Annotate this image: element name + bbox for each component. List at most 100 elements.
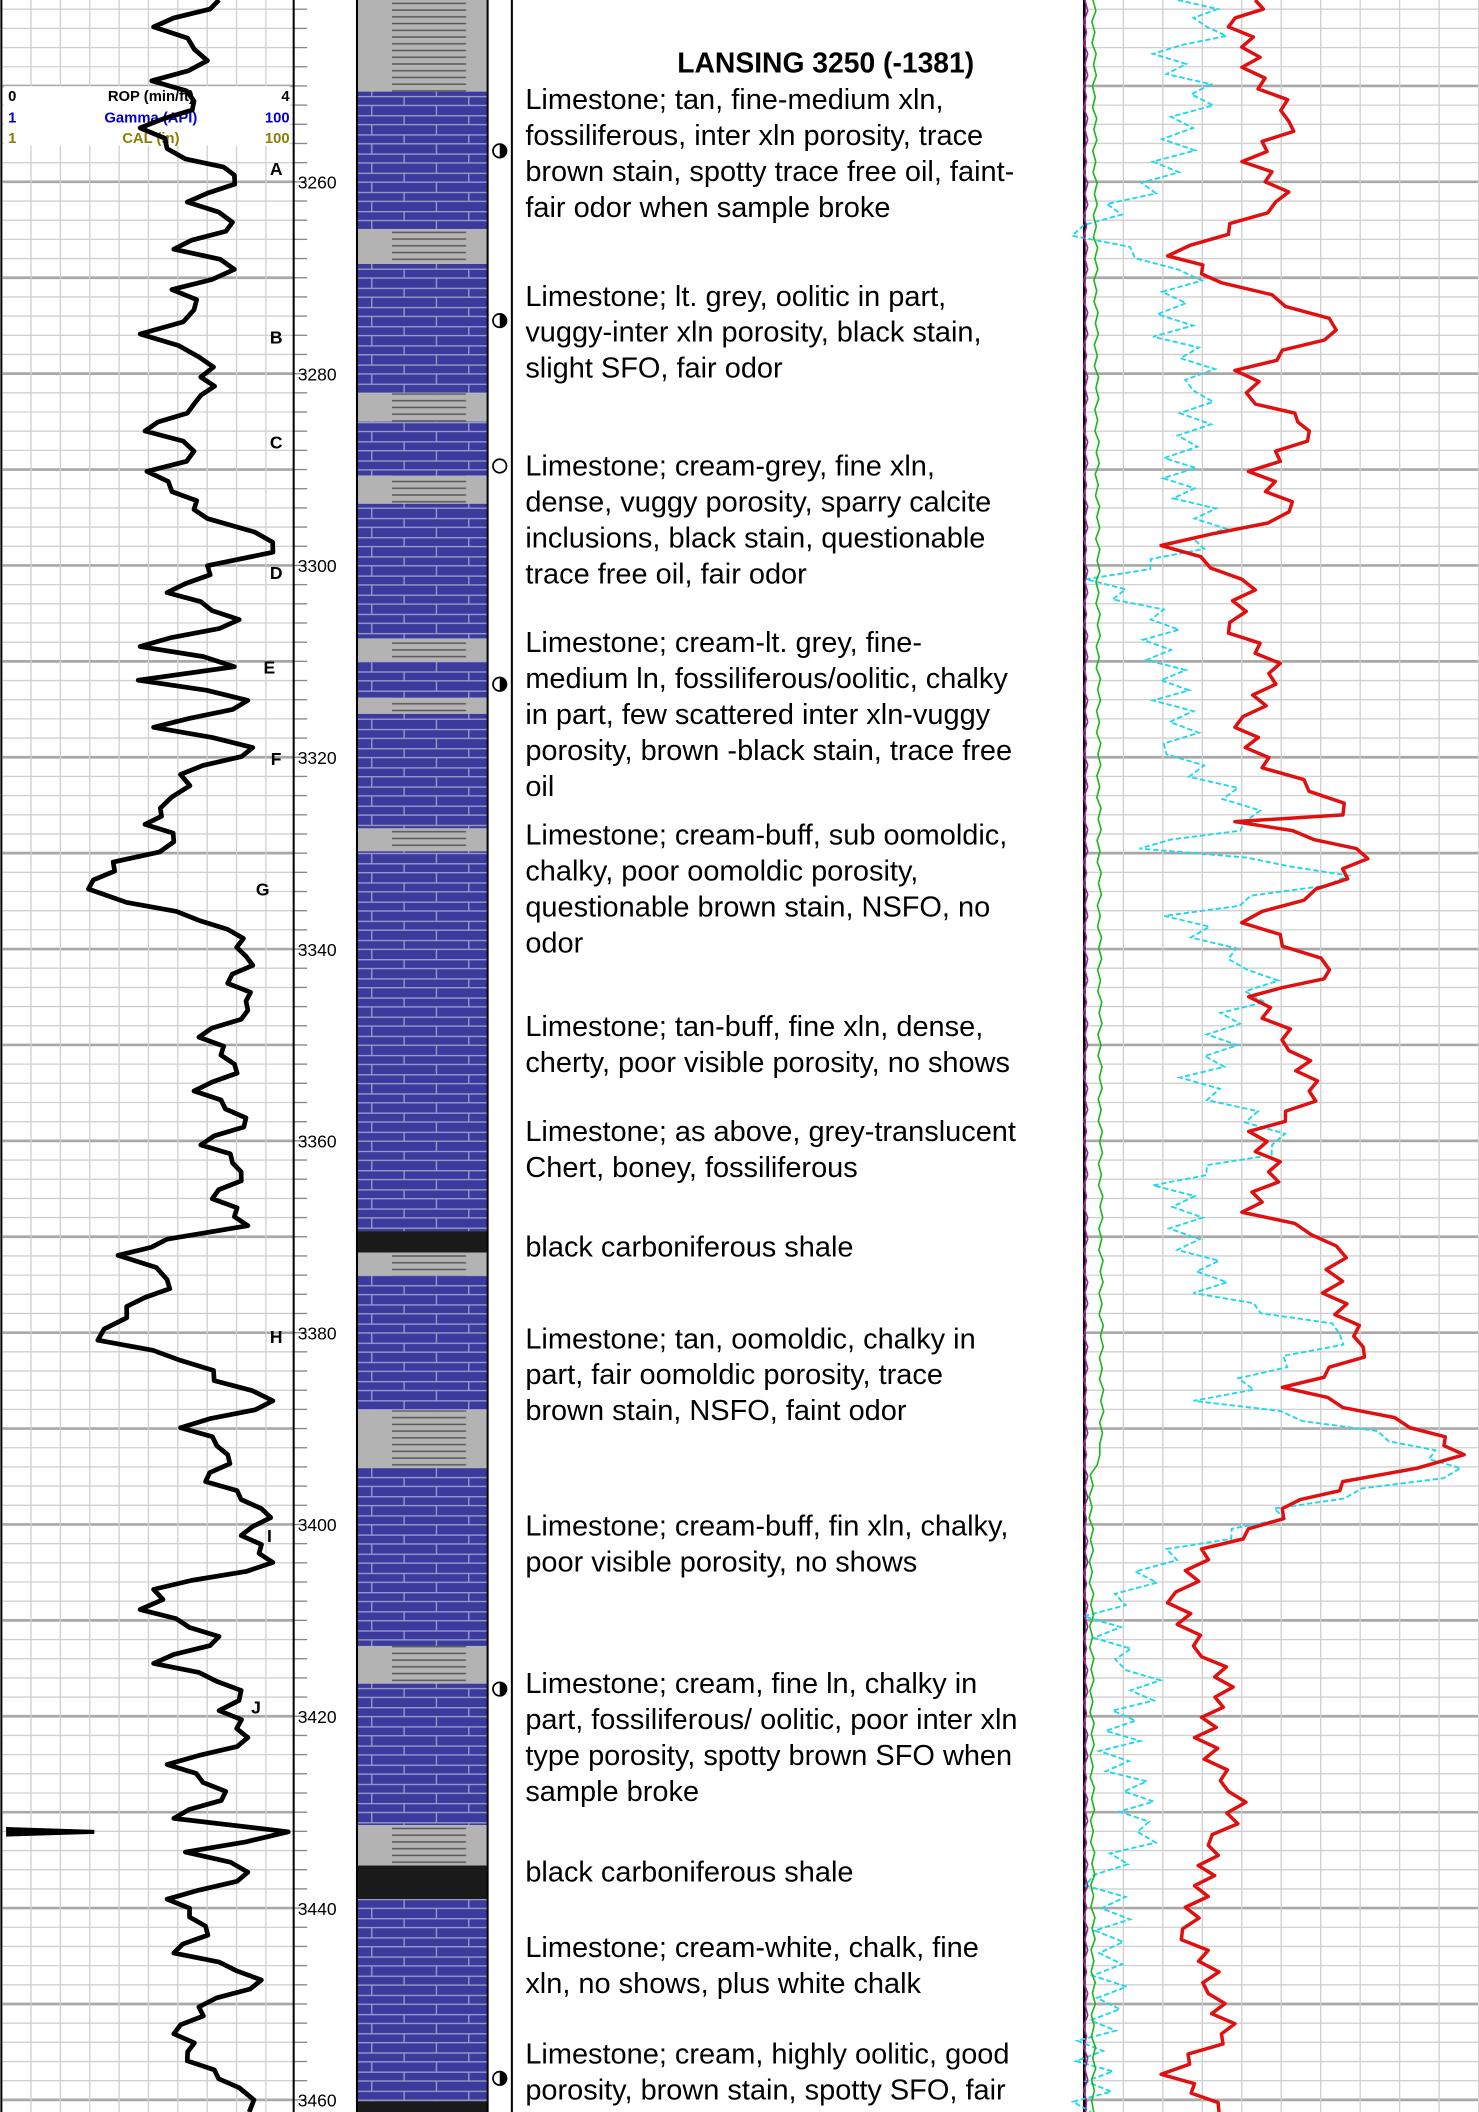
rop-curve — [86, 0, 291, 2112]
lithology-description: part, fossiliferous/ oolitic, poor inter… — [525, 1704, 1017, 1736]
lithology-description: in part, few scattered inter xln-vuggy — [525, 699, 990, 731]
formation-marker: I — [267, 1526, 272, 1546]
lithology-interval — [356, 828, 488, 852]
lithology-description: dense, vuggy porosity, sparry calcite — [525, 486, 991, 518]
lithology-interval — [356, 1468, 488, 1646]
lithology-interval — [356, 1410, 488, 1469]
lithology-description: Limestone; cream-lt. grey, fine- — [525, 627, 922, 659]
lithology-interval — [356, 1825, 488, 1866]
formation-marker: A — [270, 159, 283, 179]
lithology-description: Limestone; cream, highly oolitic, good — [525, 2039, 1009, 2071]
lithology-interval — [356, 503, 488, 639]
lithology-interval — [356, 91, 488, 229]
lithology-description: trace free oil, fair odor — [525, 558, 807, 590]
lithology-interval — [356, 1231, 488, 1253]
depth-label: 3260 — [298, 173, 337, 193]
lithology-description: questionable brown stain, NSFO, no — [525, 891, 990, 923]
header-box — [4, 86, 290, 146]
lithology-description: poor visible porosity, no shows — [525, 1546, 917, 1578]
lithology-description: slight SFO, fair odor — [525, 353, 783, 385]
lithology-interval — [356, 697, 488, 714]
porosity-symbol — [499, 677, 507, 691]
gamma-max: 100 — [265, 111, 290, 127]
purple-curve — [1082, 0, 1089, 2112]
depth-label: 3320 — [298, 748, 337, 768]
lithology-description: Limestone; tan, fine-medium xln, — [525, 84, 943, 116]
lithology-description: part, fair oomoldic porosity, trace — [525, 1359, 943, 1391]
lithology-description: Limestone; tan, oomoldic, chalky in — [525, 1323, 975, 1355]
gamma-curve — [1070, 0, 1464, 2112]
lithology-description: Limestone; cream-grey, fine xln, — [525, 450, 935, 482]
lithology-interval — [356, 1683, 488, 1826]
lithology-description: fossiliferous, inter xln porosity, trace — [525, 120, 983, 152]
formation-title: LANSING 3250 (-1381) — [677, 47, 974, 79]
depth-label: 3380 — [298, 1323, 337, 1343]
curve-header: 0 ROP (min/ft) 4 1 Gamma (API) 100 1 CAL… — [4, 86, 290, 147]
lithology-interval — [356, 0, 488, 92]
lithology-description: vuggy-inter xln porosity, black stain, — [525, 317, 981, 349]
lithology-interval — [356, 851, 488, 1232]
porosity-symbol — [499, 1682, 507, 1696]
depth-label: 3340 — [298, 940, 337, 960]
formation-marker: D — [270, 563, 283, 583]
lithology-description: porosity, brown -black stain, trace free — [525, 735, 1012, 767]
depth-label: 3360 — [298, 1132, 337, 1152]
formation-marker: H — [270, 1327, 283, 1347]
formation-marker: G — [256, 880, 270, 900]
lithology-description: black carboniferous shale — [525, 1232, 853, 1264]
lithology-description: Limestone; as above, grey-translucent — [525, 1116, 1016, 1148]
rop-label: ROP (min/ft) — [108, 89, 194, 105]
lithology-description: chalky, poor oomoldic porosity, — [525, 855, 918, 887]
lithology-interval — [356, 475, 488, 504]
lithology-description: type porosity, spotty brown SFO when — [525, 1740, 1012, 1772]
rop-max: 4 — [281, 89, 290, 105]
depth-label: 3460 — [298, 2091, 337, 2111]
cal-min: 1 — [8, 131, 16, 147]
curves — [6, 0, 1466, 2112]
porosity-symbol — [499, 313, 507, 328]
red-curve — [1159, 0, 1466, 2112]
lithology-description: oil — [525, 771, 554, 803]
lithology-description: Limestone; tan-buff, fine xln, dense, — [525, 1011, 983, 1043]
lithology-description: porosity, brown stain, spotty SFO, fair — [525, 2074, 1006, 2106]
depth-label: 3400 — [298, 1515, 337, 1535]
depth-label: 3280 — [298, 364, 337, 384]
lithology-description: Limestone; cream, fine ln, chalky in — [525, 1668, 977, 1700]
labels: LANSING 3250 (-1381) 3260 3280 3300 3320 334… — [251, 0, 1017, 2111]
lithology-interval — [356, 661, 488, 698]
gamma-min: 1 — [8, 111, 16, 127]
lithology-interval — [356, 1865, 488, 1900]
formation-marker: F — [271, 749, 282, 769]
lithology-description: Limestone; cream-buff, sub oomoldic, — [525, 820, 1007, 852]
porosity-symbol — [499, 144, 507, 158]
lithology-interval — [356, 393, 488, 422]
lithology-description: fossiliferous, no shows — [525, 0, 816, 2]
lithology-description: Limestone; cream-buff, fin xln, chalky, — [525, 1511, 1008, 1543]
formation-marker: C — [270, 433, 283, 453]
lithology-interval — [356, 1252, 488, 1276]
lithology-interval — [356, 1275, 488, 1411]
lithology-description: Limestone; cream-white, chalk, fine — [525, 1932, 979, 1964]
lithology-description: brown stain, spotty trace free oil, fain… — [525, 156, 1014, 188]
lithology-column — [356, 0, 508, 2112]
lithology-interval — [356, 264, 488, 394]
green-curve — [1088, 0, 1105, 2112]
rop-spike — [6, 1827, 95, 1837]
lithology-description: Limestone; lt. grey, oolitic in part, — [525, 281, 946, 313]
lithology-description: Chert, boney, fossiliferous — [525, 1152, 857, 1184]
lithology-description: medium ln, fossiliferous/oolitic, chalky — [525, 663, 1008, 695]
cal-max: 100 — [265, 131, 290, 147]
lithology-description: fair odor when sample broke — [525, 192, 890, 224]
rop-min: 0 — [8, 89, 16, 105]
formation-marker: E — [264, 657, 276, 677]
lithology-description: sample broke — [525, 1776, 699, 1808]
depth-label: 3300 — [298, 556, 337, 576]
depth-label: 3440 — [298, 1899, 337, 1919]
lithology-interval — [356, 228, 488, 264]
lithology-interval — [356, 713, 488, 829]
lithology-description: odor — [525, 927, 583, 959]
lithology-interval — [356, 2101, 488, 2112]
